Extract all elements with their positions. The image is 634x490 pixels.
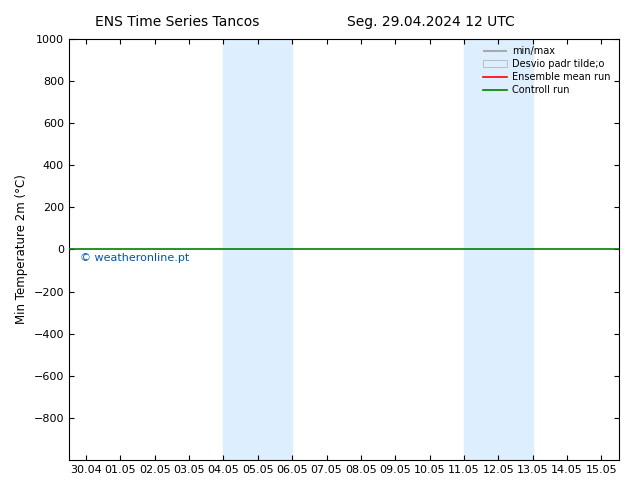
Legend: min/max, Desvio padr tilde;o, Ensemble mean run, Controll run: min/max, Desvio padr tilde;o, Ensemble m…	[480, 44, 614, 98]
Bar	[498, 39, 533, 460]
Bar	[258, 39, 292, 460]
Text: Seg. 29.04.2024 12 UTC: Seg. 29.04.2024 12 UTC	[347, 15, 515, 29]
Text: ENS Time Series Tancos: ENS Time Series Tancos	[95, 15, 260, 29]
Y-axis label: Min Temperature 2m (°C): Min Temperature 2m (°C)	[15, 174, 28, 324]
Bar	[224, 39, 258, 460]
Bar	[464, 39, 498, 460]
Text: © weatheronline.pt: © weatheronline.pt	[80, 253, 189, 263]
